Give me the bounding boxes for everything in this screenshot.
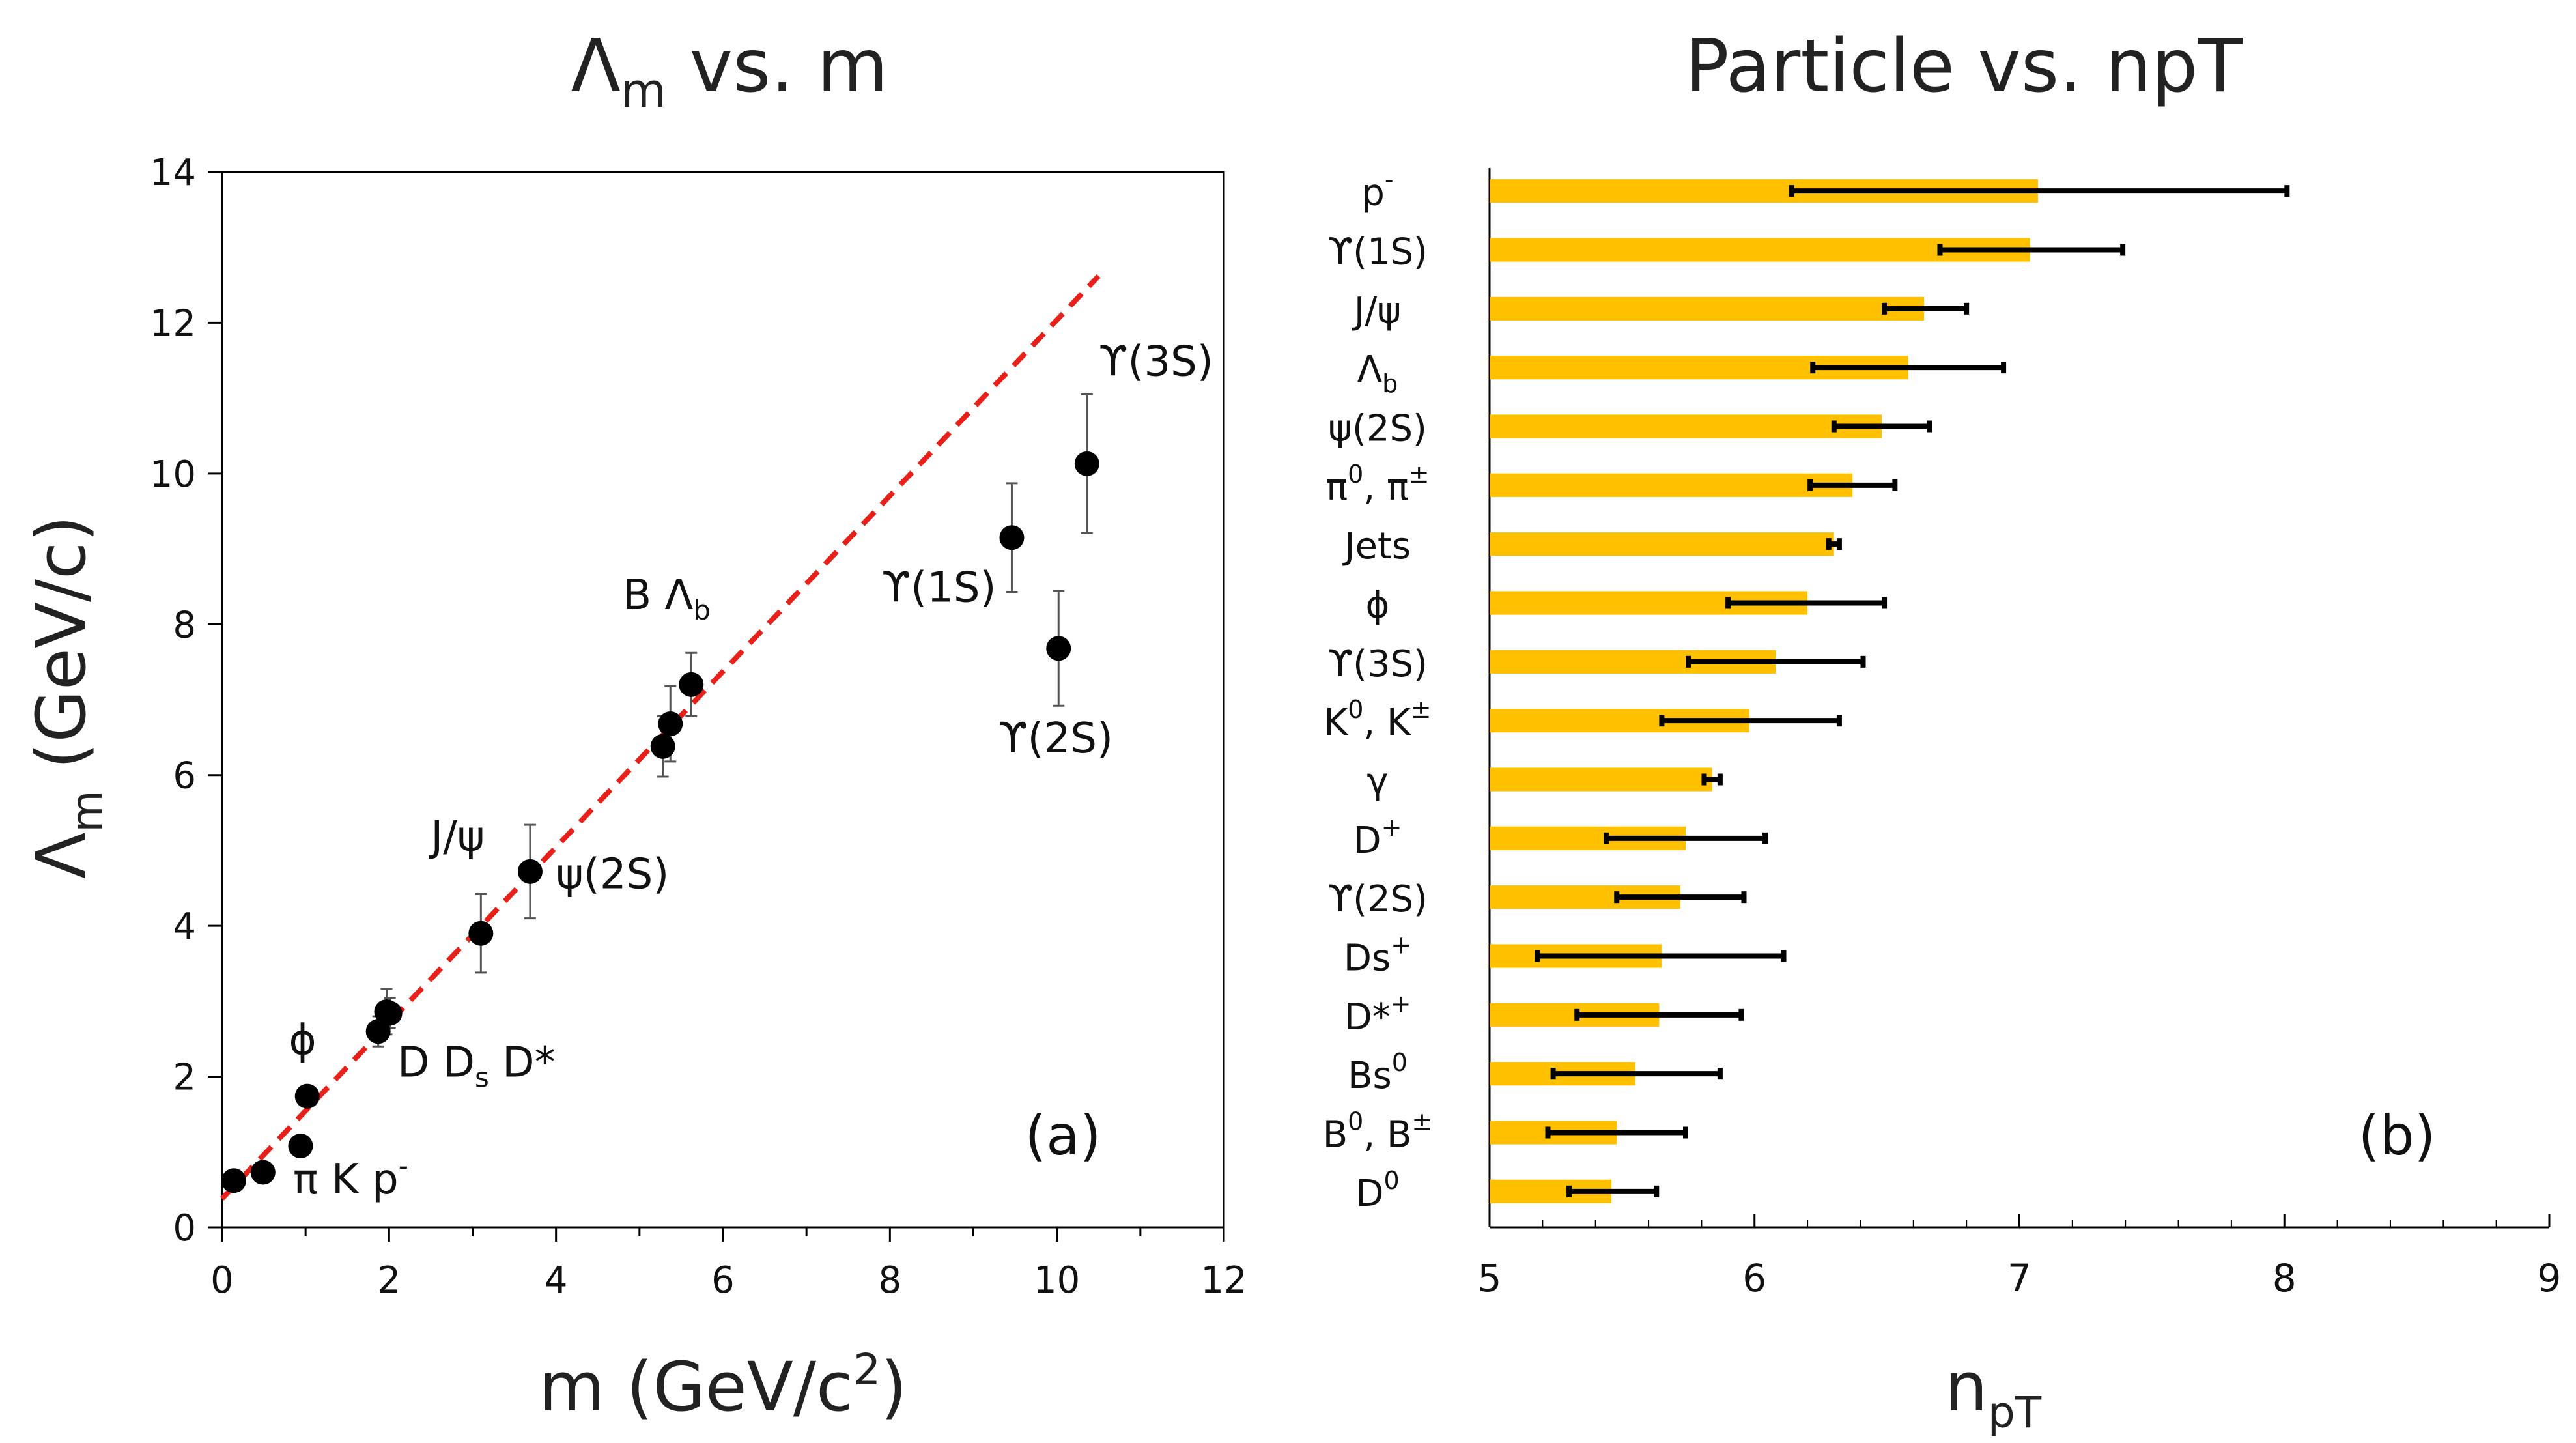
category-label: Bs0 <box>1348 1048 1408 1097</box>
data-point <box>365 1019 391 1044</box>
y-tick-label: 2 <box>173 1057 196 1099</box>
bar <box>1490 414 1882 438</box>
data-point <box>288 1134 313 1159</box>
x-tick-label: 6 <box>1742 1256 1766 1300</box>
panel-a-points <box>221 451 1099 1193</box>
panel-a-annotations: π K p-ϕ D Ds D* J/ψ ψ(2S) B Λb ϒ(1S) ϒ(2S) ϒ(3S… <box>289 337 1213 1204</box>
panel-a-ticks <box>208 171 1225 1242</box>
x-tick-label: 5 <box>1478 1256 1502 1300</box>
category-label: ϒ(3S) <box>1327 643 1428 685</box>
point-annotation: ψ(2S) <box>556 850 670 898</box>
point-annotation: ϒ(3S) <box>1099 337 1213 386</box>
point-annotation: J/ψ <box>428 812 485 861</box>
panel-a: Λm vs. m 0 2 4 6 8 10 12 0 2 4 6 8 10 12 14 π K p-ϕ D D… <box>21 24 1247 1427</box>
y-tick-label: 10 <box>150 453 196 496</box>
category-label: K0, K± <box>1323 695 1431 744</box>
category-label: Ds+ <box>1344 931 1411 980</box>
data-point <box>377 1001 403 1026</box>
panel-b-title: Particle vs. npT <box>1685 24 2243 109</box>
data-point <box>999 525 1025 550</box>
category-label: D+ <box>1353 813 1402 862</box>
data-point <box>658 711 683 737</box>
panel-a-label: (a) <box>1025 1104 1101 1167</box>
data-point <box>468 921 494 946</box>
bar <box>1490 473 1853 497</box>
panel-b: Particle vs. npT 5 6 7 8 9 p- ϒ(1S) J/ψ Λb ψ(2S)… <box>1323 24 2562 1438</box>
x-tick-label: 7 <box>2007 1256 2031 1300</box>
data-point <box>517 859 543 884</box>
y-tick-label: 4 <box>173 906 196 948</box>
y-tick-label: 6 <box>173 755 196 797</box>
point-annotation: D Ds D* <box>397 1039 555 1094</box>
category-label: Λb <box>1357 349 1398 398</box>
point-annotation: ϒ(1S) <box>882 564 997 612</box>
category-label: ϕ <box>1366 584 1390 627</box>
data-point <box>294 1083 320 1109</box>
x-tick-label: 8 <box>2272 1256 2297 1300</box>
category-label: ψ(2S) <box>1328 408 1427 450</box>
category-label: B0, B± <box>1323 1107 1432 1156</box>
x-tick-label: 8 <box>879 1259 902 1302</box>
point-annotation: B Λb <box>623 571 711 626</box>
panel-b-tick-labels: 5 6 7 8 9 <box>1478 1256 2562 1300</box>
x-tick-label: 10 <box>1034 1259 1080 1302</box>
point-annotation: π K p- <box>293 1150 408 1204</box>
data-point <box>1046 636 1071 661</box>
panel-b-label: (b) <box>2358 1104 2436 1167</box>
panel-b-xlabel: npT <box>1945 1347 2042 1438</box>
category-label: π0, π± <box>1325 460 1429 509</box>
bar <box>1490 767 1712 792</box>
panel-b-ticks <box>1488 1214 2551 1227</box>
category-label: ϒ(1S) <box>1327 231 1428 274</box>
x-tick-label: 4 <box>545 1259 568 1302</box>
category-label: D*+ <box>1344 990 1411 1038</box>
bar <box>1490 532 1834 556</box>
y-tick-label: 0 <box>173 1207 196 1250</box>
y-tick-label: 8 <box>173 604 196 646</box>
category-label: J/ψ <box>1352 290 1401 332</box>
category-label: p- <box>1361 165 1393 214</box>
category-label: Jets <box>1342 525 1411 567</box>
data-point <box>250 1160 276 1185</box>
data-point <box>221 1168 246 1193</box>
category-label: ϒ(2S) <box>1327 878 1428 921</box>
y-tick-label: 12 <box>150 302 196 345</box>
data-point <box>679 672 704 697</box>
x-tick-label: 6 <box>711 1259 735 1302</box>
y-tick-label: 14 <box>150 152 196 194</box>
panel-a-ylabel: Λm (GeV/c) <box>21 515 112 879</box>
x-tick-label: 9 <box>2538 1256 2562 1300</box>
x-tick-label: 0 <box>210 1259 234 1302</box>
panel-b-category-labels: p- ϒ(1S) J/ψ Λb ψ(2S) π0, π± Jets ϕ ϒ(3S) K0, K± γ… <box>1323 165 1432 1215</box>
point-annotation: ϒ(2S) <box>998 715 1113 763</box>
panel-a-plot-frame <box>221 171 1225 1229</box>
data-point <box>650 734 675 759</box>
panel-b-plot-frame <box>1488 168 2549 1229</box>
category-label: γ <box>1366 761 1388 803</box>
bar <box>1490 296 1925 321</box>
panel-a-xlabel: m (GeV/c2) <box>539 1345 907 1427</box>
panel-b-error-bars <box>1535 185 2290 1197</box>
x-tick-label: 12 <box>1200 1259 1247 1302</box>
panel-b-bars <box>1490 179 2038 1203</box>
panel-a-error-bars <box>227 393 1093 1188</box>
category-label: D0 <box>1355 1166 1399 1215</box>
panel-a-tick-labels: 0 2 4 6 8 10 12 0 2 4 6 8 10 12 14 <box>150 152 1247 1302</box>
panel-a-title: Λm vs. m <box>571 24 888 118</box>
x-tick-label: 2 <box>378 1259 401 1302</box>
data-point <box>1074 451 1099 476</box>
point-annotation: ϕ <box>289 1016 317 1064</box>
